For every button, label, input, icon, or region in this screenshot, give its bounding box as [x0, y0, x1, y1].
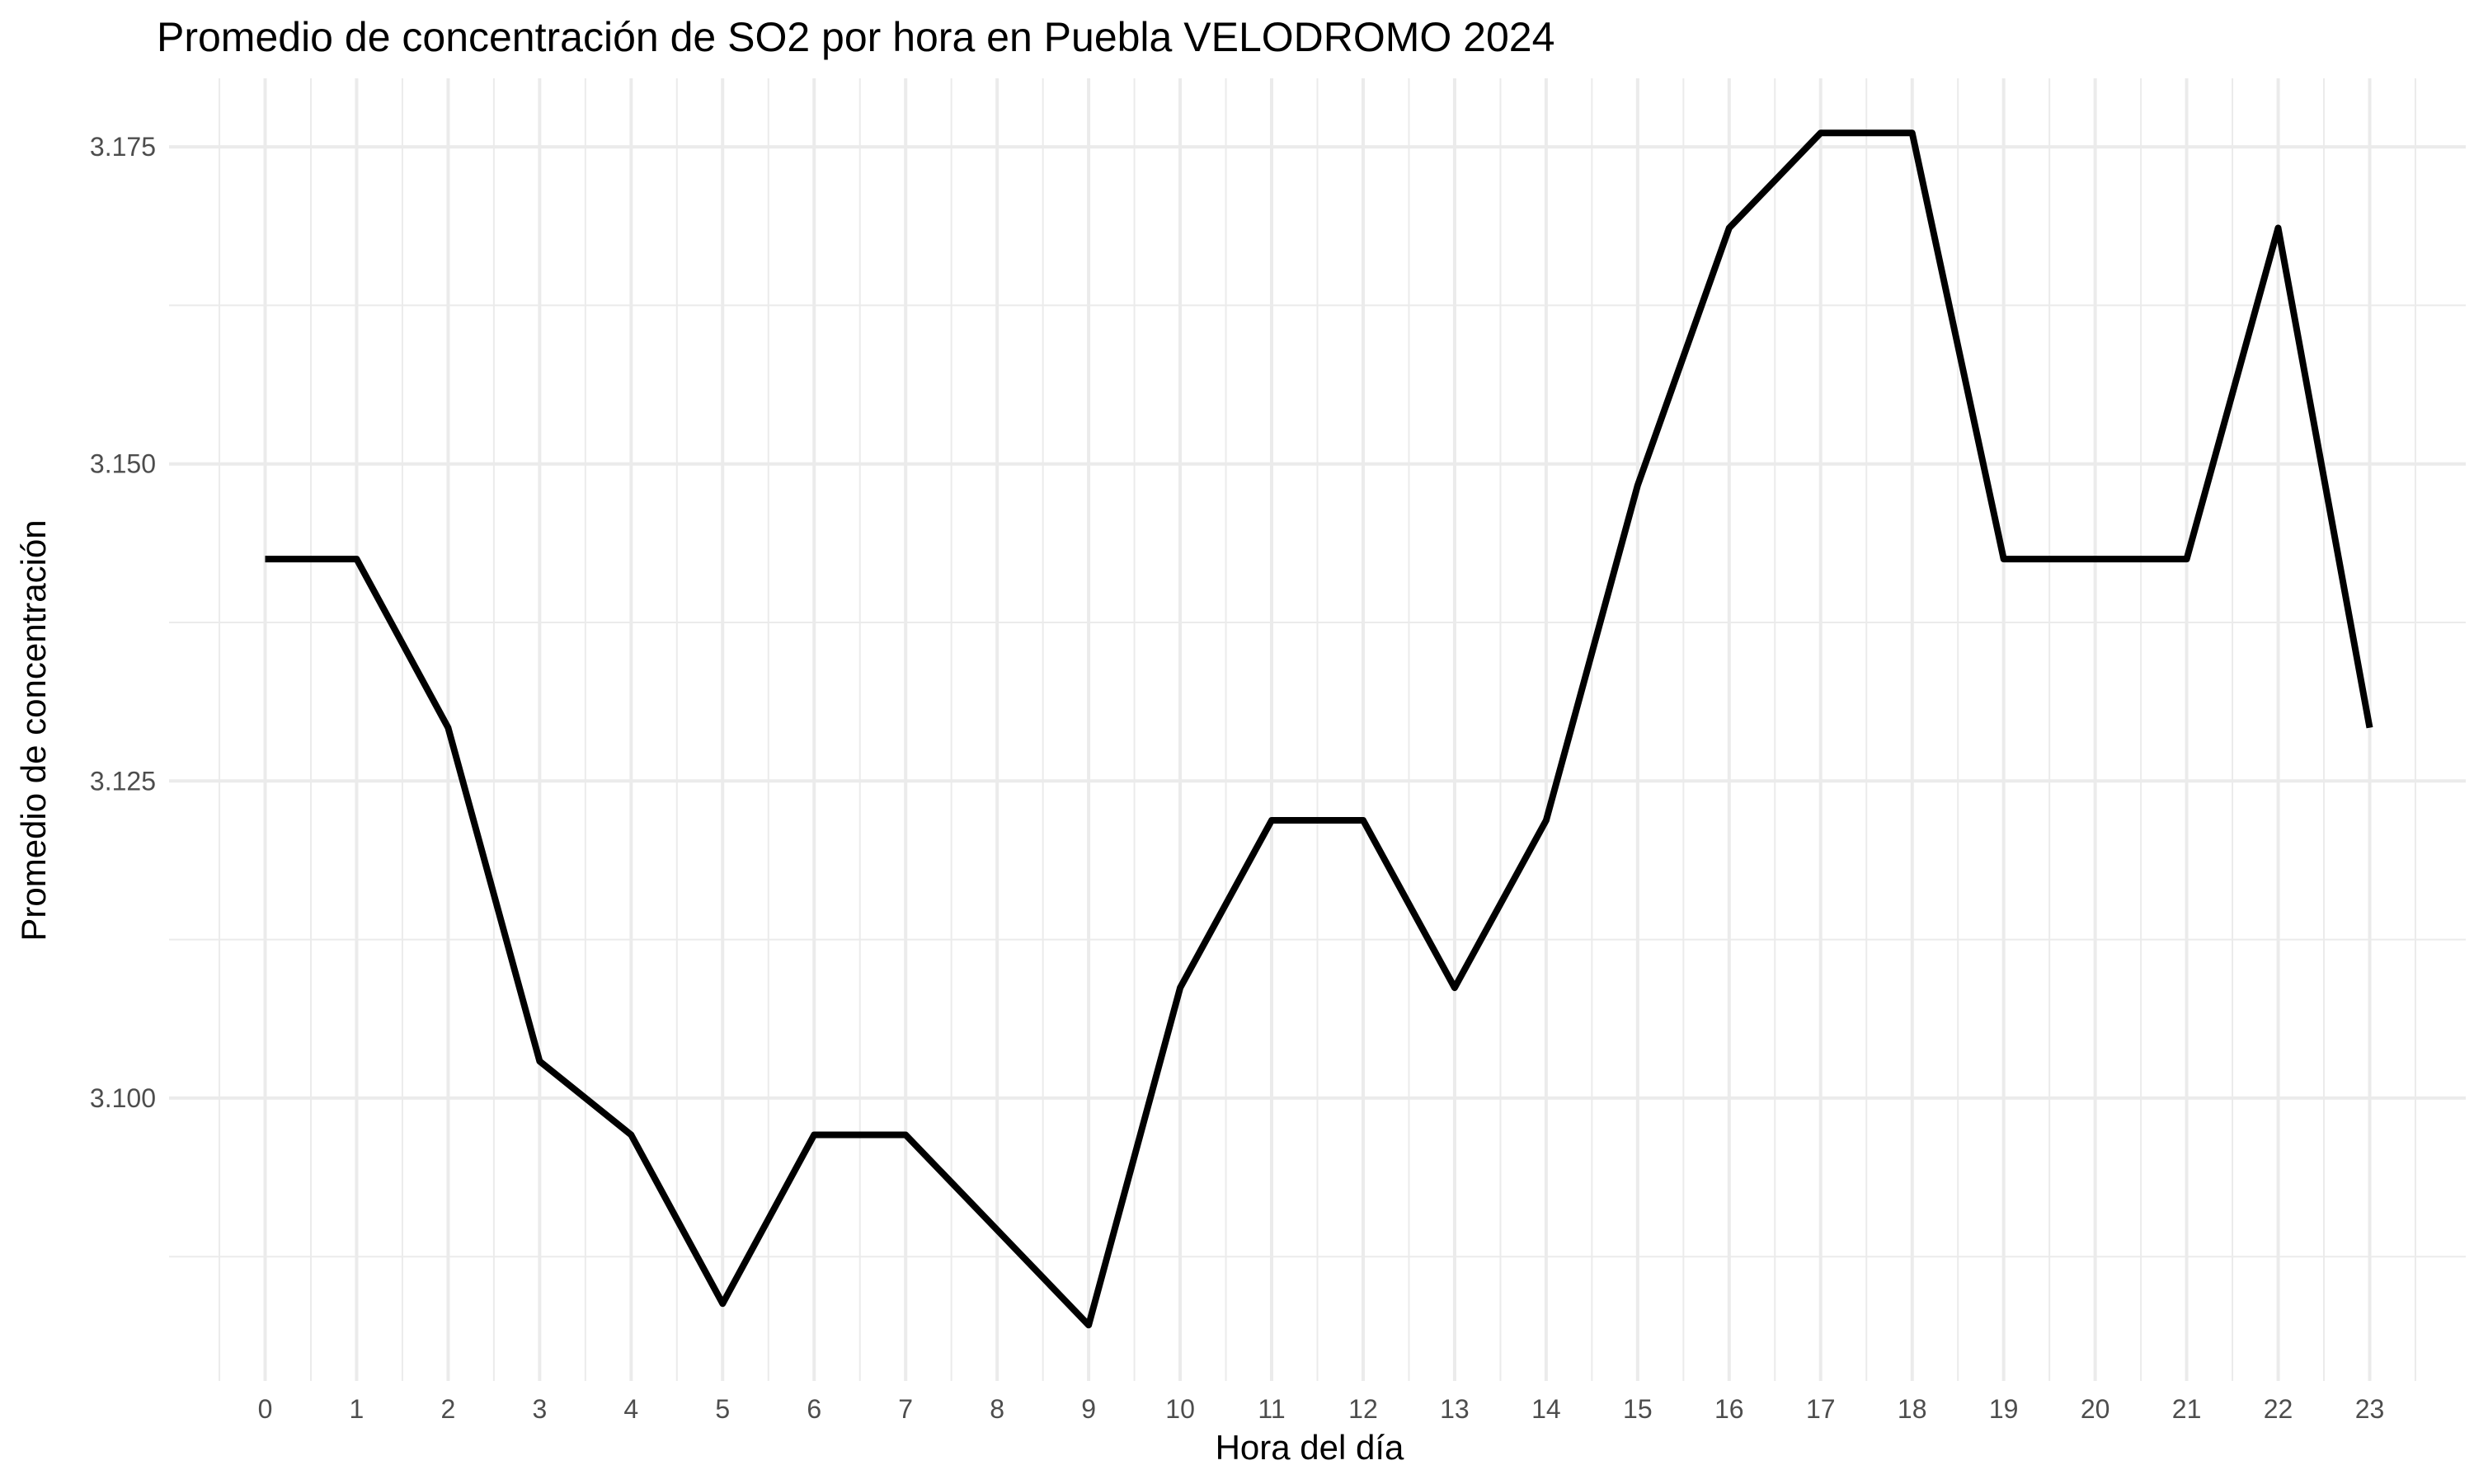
x-tick-label: 4 [623, 1394, 638, 1424]
x-tick-label: 9 [1081, 1394, 1096, 1424]
x-tick-label: 19 [1989, 1394, 2019, 1424]
x-tick-label: 16 [1714, 1394, 1744, 1424]
x-axis-tick-labels: 0 1 2 3 4 5 6 7 8 9 10 11 12 13 14 15 16 17 18 19 20 21 22 23 [258, 1394, 2385, 1424]
y-axis-tick-labels: 3.100 3.125 3.150 3.175 [90, 132, 156, 1113]
y-tick-label: 3.175 [90, 132, 156, 162]
x-tick-label: 1 [350, 1394, 365, 1424]
x-tick-label: 22 [2264, 1394, 2293, 1424]
x-tick-label: 5 [715, 1394, 730, 1424]
y-tick-label: 3.150 [90, 449, 156, 479]
x-tick-label: 6 [807, 1394, 821, 1424]
x-tick-label: 15 [1623, 1394, 1653, 1424]
x-tick-label: 0 [258, 1394, 273, 1424]
x-tick-label: 12 [1348, 1394, 1378, 1424]
x-tick-label: 21 [2172, 1394, 2202, 1424]
x-tick-label: 7 [898, 1394, 913, 1424]
x-tick-label: 10 [1165, 1394, 1195, 1424]
chart-title: Promedio de concentración de SO2 por hor… [157, 14, 1554, 60]
minor-grid [169, 78, 2466, 1381]
y-tick-label: 3.125 [90, 766, 156, 796]
x-tick-label: 18 [1898, 1394, 1927, 1424]
x-tick-label: 23 [2355, 1394, 2385, 1424]
y-axis-title: Promedio de concentración [14, 519, 53, 941]
x-tick-label: 3 [532, 1394, 547, 1424]
x-tick-label: 17 [1806, 1394, 1836, 1424]
x-tick-label: 20 [2081, 1394, 2110, 1424]
x-tick-label: 13 [1440, 1394, 1470, 1424]
major-grid [169, 78, 2466, 1381]
x-tick-label: 11 [1258, 1394, 1285, 1424]
x-tick-label: 14 [1531, 1394, 1561, 1424]
series-layer [265, 129, 2373, 1329]
series-line [265, 129, 2373, 1329]
x-axis-title: Hora del día [1216, 1428, 1404, 1467]
x-tick-label: 8 [990, 1394, 1004, 1424]
y-tick-label: 3.100 [90, 1083, 156, 1113]
x-tick-label: 2 [441, 1394, 456, 1424]
